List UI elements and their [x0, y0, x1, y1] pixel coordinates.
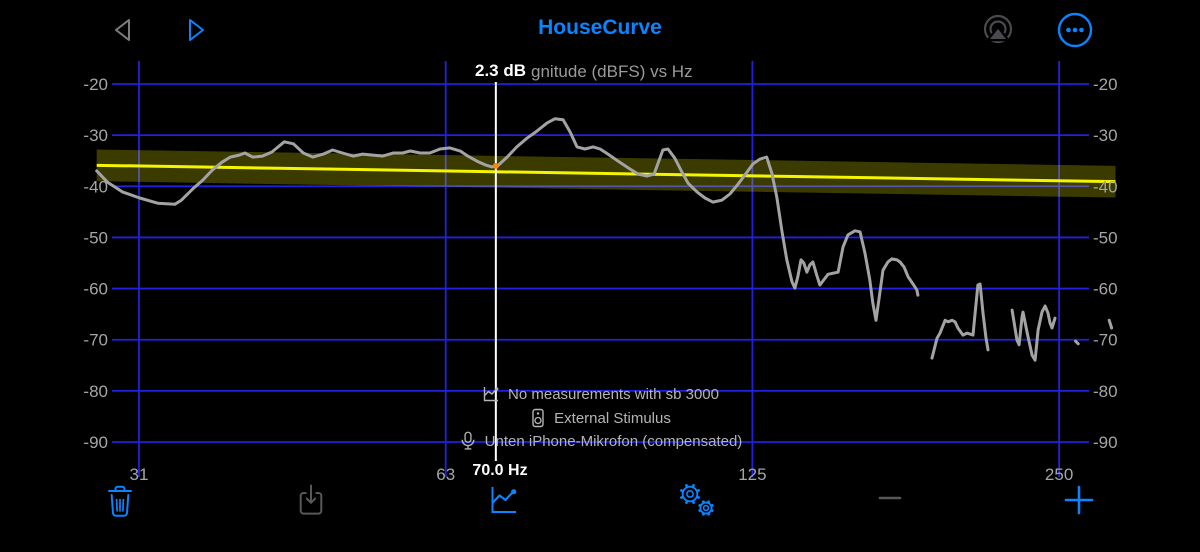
- measurement-curve-segment: [1074, 339, 1080, 346]
- x-axis-label: 31: [130, 465, 149, 484]
- y-axis-label-right: -80: [1093, 382, 1118, 401]
- export-download-icon: [299, 484, 323, 515]
- app-title: HouseCurve: [538, 16, 662, 39]
- measurement-curve-segment: [930, 282, 990, 360]
- status-row-measurement: No measurements with sb 3000: [0, 384, 1200, 404]
- delete-button[interactable]: [103, 482, 137, 525]
- y-axis-label-left: -20: [83, 75, 108, 94]
- trash-icon: [108, 485, 132, 517]
- y-axis-label-right: -30: [1093, 126, 1118, 145]
- y-axis-label-right: -40: [1093, 177, 1118, 196]
- y-axis-label-right: -90: [1093, 433, 1118, 452]
- x-axis-label: 250: [1045, 465, 1073, 484]
- status-microphone-text: Unten iPhone-Mikrofon (compensated): [484, 432, 743, 450]
- y-axis-label-left: -50: [83, 228, 108, 247]
- y-axis-label-right: -70: [1093, 331, 1118, 350]
- y-axis-label-left: -80: [83, 382, 108, 401]
- y-axis-label-left: -60: [83, 280, 108, 299]
- chart-view-button[interactable]: [485, 483, 521, 522]
- cursor-frequency-label: 70.0 Hz: [462, 461, 538, 481]
- microphone-icon: [461, 431, 475, 450]
- target-curve-line: [96, 163, 1116, 184]
- chart-title: Magnitude (dBFS) vs Hz: [507, 62, 693, 81]
- measurement-curve-segment: [95, 117, 920, 322]
- status-stimulus-text: External Stimulus: [554, 409, 671, 427]
- chart-line-icon: [483, 387, 499, 402]
- x-axis-label: 63: [436, 465, 455, 484]
- status-row-microphone: Unten iPhone-Mikrofon (compensated): [0, 431, 1200, 451]
- speaker-icon: [532, 408, 544, 428]
- y-axis-label-left: -30: [83, 126, 108, 145]
- back-button[interactable]: [108, 15, 138, 50]
- play-triangle-icon: [189, 19, 204, 41]
- airplay-icon: [983, 14, 1013, 44]
- chart-button-icon: [491, 487, 517, 513]
- airplay-button[interactable]: [979, 12, 1017, 55]
- cursor-dot: [492, 162, 499, 169]
- more-ellipsis-icon: [1057, 12, 1093, 48]
- gears-icon: [679, 483, 714, 516]
- y-axis-label-left: -40: [83, 177, 108, 196]
- minus-icon: [878, 496, 902, 500]
- export-button[interactable]: [294, 481, 328, 524]
- y-axis-label-left: -70: [83, 331, 108, 350]
- plus-icon: [1064, 485, 1094, 515]
- play-button[interactable]: [181, 15, 211, 50]
- zoom-in-button[interactable]: [1063, 484, 1095, 521]
- y-axis-label-right: -50: [1093, 228, 1118, 247]
- x-axis-label: 125: [738, 465, 766, 484]
- status-measurement-text: No measurements with sb 3000: [508, 385, 719, 403]
- y-axis-label-right: -60: [1093, 280, 1118, 299]
- status-row-stimulus: External Stimulus: [0, 408, 1200, 428]
- y-axis-label-left: -90: [83, 433, 108, 452]
- settings-button[interactable]: [675, 480, 721, 527]
- zoom-out-button[interactable]: [876, 490, 904, 511]
- back-triangle-icon: [115, 19, 130, 41]
- measurement-curve-segment: [1010, 304, 1057, 362]
- y-axis-label-right: -20: [1093, 75, 1118, 94]
- cursor-delta-label: 2.3 dB: [470, 60, 532, 82]
- measurement-curve-segment: [1107, 318, 1114, 330]
- more-options-button[interactable]: [1056, 11, 1094, 54]
